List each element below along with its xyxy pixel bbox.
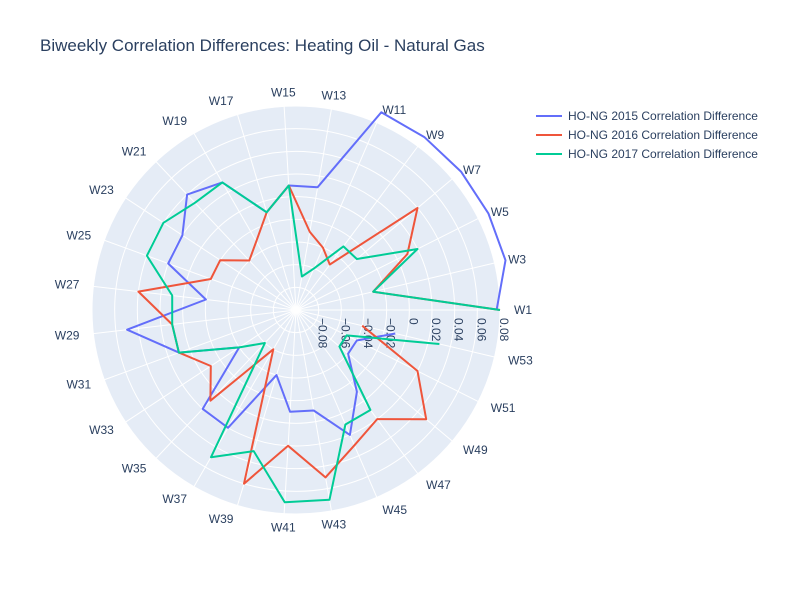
series-line-3 xyxy=(145,181,501,504)
angular-tick-label: W41 xyxy=(271,521,296,535)
chart-title: Biweekly Correlation Differences: Heatin… xyxy=(40,36,485,55)
angular-tick-label: W37 xyxy=(162,492,187,506)
polar-plot-area: W1 W3 W5 W7 W9 W11 W13 W15 W17 W19 W21 W23 W25 W27 W29… xyxy=(55,85,533,534)
angular-tick-label: W15 xyxy=(271,85,296,99)
angular-tick-label: W33 xyxy=(89,423,114,437)
angular-gridline xyxy=(295,262,495,311)
angular-gridline xyxy=(193,133,297,311)
legend-item[interactable]: HO-NG 2015 Correlation Difference xyxy=(536,109,758,123)
angular-gridline xyxy=(295,309,378,498)
angular-tick-label: W47 xyxy=(426,478,451,492)
radial-tick-label: −0.04 xyxy=(361,318,375,349)
angular-tick-label: W43 xyxy=(322,518,347,532)
angular-tick-label: W51 xyxy=(491,401,516,415)
radial-tick-label: 0 xyxy=(406,318,420,325)
angular-tick-label: W13 xyxy=(322,88,347,102)
angular-tick-label: W49 xyxy=(463,443,488,457)
legend-label: HO-NG 2016 Correlation Difference xyxy=(568,128,758,142)
angular-tick-label: W23 xyxy=(89,183,114,197)
angular-tick-label: W9 xyxy=(426,128,444,142)
angular-tick-label: W53 xyxy=(508,353,533,367)
angular-gridline xyxy=(295,146,419,311)
angular-gridline xyxy=(155,161,297,311)
angular-tick-label: W11 xyxy=(382,103,406,117)
angular-gridline xyxy=(104,239,297,311)
legend-item[interactable]: HO-NG 2016 Correlation Difference xyxy=(536,128,758,142)
angular-gridline xyxy=(295,122,378,311)
angular-tick-label: W19 xyxy=(162,114,187,128)
radial-tick-label: 0.02 xyxy=(429,318,443,342)
angular-gridline xyxy=(283,106,297,311)
angular-tick-label: W35 xyxy=(122,462,147,476)
angular-tick-label: W21 xyxy=(122,144,147,158)
angular-tick-label: W31 xyxy=(66,378,91,392)
angular-gridline xyxy=(295,217,479,311)
legend[interactable]: HO-NG 2015 Correlation Difference HO-NG 2… xyxy=(536,109,758,161)
angular-gridline xyxy=(93,285,297,311)
radial-tick-label: 0.06 xyxy=(474,318,488,342)
radial-tick-label: 0.08 xyxy=(497,318,511,342)
radial-tick-label: 0.04 xyxy=(452,318,466,342)
angular-gridline xyxy=(104,309,297,381)
series-line-1 xyxy=(126,111,507,436)
angular-tick-label: W27 xyxy=(55,278,80,292)
angular-tick-label: W25 xyxy=(66,228,91,242)
angular-tick-label: W39 xyxy=(209,512,234,526)
angular-tick-label: W5 xyxy=(491,205,509,219)
angular-tick-label: W3 xyxy=(508,253,526,267)
angular-tick-label: W29 xyxy=(55,328,80,342)
angular-tick-label: W45 xyxy=(382,503,407,517)
legend-label: HO-NG 2017 Correlation Difference xyxy=(568,147,758,161)
angular-gridline xyxy=(295,309,479,403)
angular-gridline xyxy=(125,197,297,311)
legend-label: HO-NG 2015 Correlation Difference xyxy=(568,109,758,123)
angular-tick-label: W17 xyxy=(209,94,234,108)
angular-tick-label: W1 xyxy=(514,303,532,317)
angular-gridline xyxy=(155,309,297,459)
angular-gridline xyxy=(295,178,453,311)
angular-tick-label: W7 xyxy=(463,163,481,177)
legend-item[interactable]: HO-NG 2017 Correlation Difference xyxy=(536,147,758,161)
radial-tick-label: −0.08 xyxy=(316,318,330,349)
